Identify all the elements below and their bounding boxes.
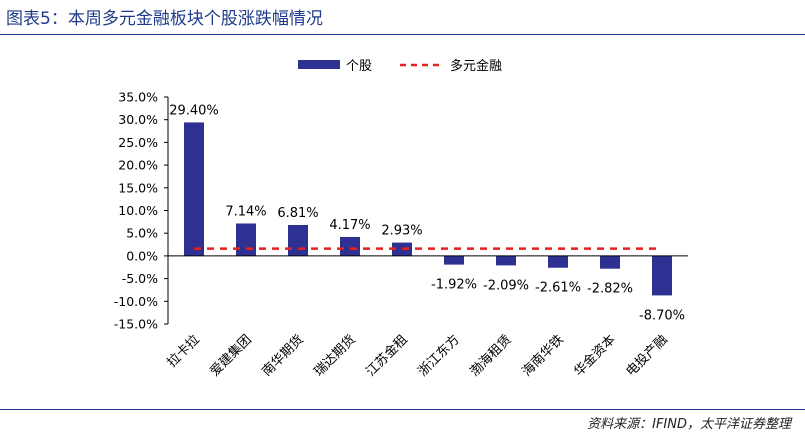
x-category-label: 渤海租赁 [467, 332, 515, 380]
y-tick-label: 20.0% [118, 158, 158, 173]
legend: 个股 多元金融 [298, 58, 502, 74]
data-label: 2.93% [381, 224, 422, 239]
data-label: 29.40% [169, 103, 219, 118]
bar [236, 223, 256, 256]
y-axis: 35.0% 30.0% 25.0% 20.0% 15.0% 10.0% 5.0% 0.0% -5… [114, 90, 169, 332]
footer-divider [0, 409, 805, 410]
legend-label-benchmark: 多元金融 [450, 58, 502, 74]
legend-swatch-stock [298, 60, 340, 69]
bar [184, 122, 204, 256]
y-tick-label: 0.0% [126, 248, 158, 263]
source-note: 资料来源：IFIND，太平洋证券整理 [587, 417, 791, 432]
bar [340, 236, 360, 256]
data-label: -8.70% [639, 308, 685, 323]
bar [496, 255, 516, 266]
x-category-label: 华金资本 [571, 332, 619, 380]
x-category-label: 海南华铁 [519, 332, 567, 380]
x-category-label: 浙江东方 [415, 332, 463, 380]
bar [548, 255, 568, 268]
bar [288, 224, 308, 256]
data-label: -2.82% [587, 282, 633, 297]
x-axis: 拉卡拉 爱建集团 南华期货 瑞达期货 江苏金租 浙江东方 渤海租赁 海南华铁 华金资本 电投产融 [165, 255, 688, 380]
data-label: -2.61% [535, 281, 581, 296]
y-tick-label: 15.0% [118, 180, 158, 195]
x-category-label: 江苏金租 [363, 332, 411, 380]
y-tick-label: 35.0% [118, 90, 158, 105]
x-category-label: 南华期货 [259, 332, 307, 380]
data-labels: 29.40% 7.14% 6.81% 4.17% 2.93% -1.92% -2.09% -2… [169, 103, 685, 323]
data-label: 4.17% [329, 218, 370, 233]
data-label: 6.81% [277, 206, 318, 221]
y-tick-label: -10.0% [114, 294, 158, 309]
x-category-label: 瑞达期货 [311, 332, 359, 380]
legend-label-stock: 个股 [346, 59, 372, 74]
data-label: 7.14% [225, 204, 266, 219]
bar [600, 255, 620, 269]
title-divider [0, 34, 805, 35]
x-category-label: 爱建集团 [207, 332, 255, 380]
bar [652, 255, 672, 296]
y-tick-label: -15.0% [114, 317, 158, 332]
x-category-label: 电投产融 [623, 332, 671, 380]
y-tick-label: 5.0% [126, 226, 158, 241]
y-tick-label: 30.0% [118, 112, 158, 127]
bar [444, 255, 464, 265]
y-tick-label: 10.0% [118, 203, 158, 218]
y-tick-label: -5.0% [122, 271, 158, 286]
data-label: -1.92% [431, 278, 477, 293]
chart-title: 图表5：本周多元金融板块个股涨跌幅情况 [6, 9, 323, 29]
data-label: -2.09% [483, 278, 529, 293]
x-category-label: 拉卡拉 [165, 332, 203, 370]
y-tick-label: 25.0% [118, 135, 158, 150]
